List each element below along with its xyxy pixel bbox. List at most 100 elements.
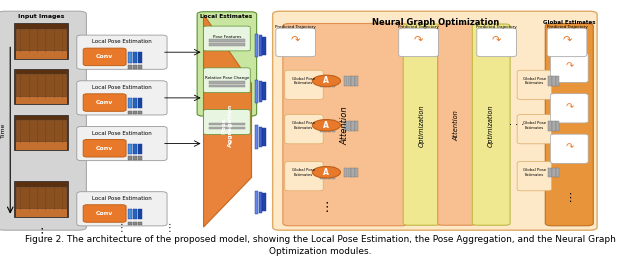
Bar [128, 222, 132, 225]
Bar [344, 121, 347, 130]
Text: Local Pose Estimation: Local Pose Estimation [92, 39, 152, 44]
Bar [262, 193, 266, 211]
Bar [133, 222, 137, 225]
Bar [351, 168, 355, 177]
Bar [348, 121, 351, 130]
Bar [556, 168, 559, 177]
FancyBboxPatch shape [77, 127, 167, 161]
Bar [556, 121, 559, 130]
Text: ↷: ↷ [563, 35, 572, 45]
Bar [209, 123, 245, 125]
Bar [133, 144, 137, 154]
FancyBboxPatch shape [204, 110, 250, 134]
Bar [324, 76, 327, 87]
Bar [14, 115, 68, 150]
Bar [259, 35, 262, 56]
Bar [332, 76, 335, 87]
Bar [344, 168, 347, 177]
Bar [324, 120, 327, 132]
Bar [262, 128, 266, 146]
Bar [128, 209, 132, 219]
Text: Local Pose Estimation: Local Pose Estimation [92, 196, 152, 201]
FancyBboxPatch shape [77, 35, 167, 69]
Bar [324, 167, 327, 179]
Text: Global Pose
Estimates: Global Pose Estimates [523, 77, 546, 85]
Bar [16, 74, 67, 97]
Text: Attention: Attention [340, 106, 349, 145]
FancyBboxPatch shape [438, 24, 476, 225]
Bar [259, 81, 262, 102]
Bar [209, 39, 245, 42]
Bar [16, 97, 67, 104]
Bar [138, 222, 142, 225]
FancyBboxPatch shape [550, 53, 588, 82]
FancyBboxPatch shape [285, 115, 323, 144]
Circle shape [312, 75, 340, 87]
Bar [552, 168, 556, 177]
Text: Global Pose
Estimates: Global Pose Estimates [523, 168, 546, 176]
Bar [355, 168, 358, 177]
Bar [255, 125, 258, 149]
Bar [328, 120, 331, 132]
Bar [209, 127, 245, 129]
Text: ⋮: ⋮ [116, 223, 127, 233]
Bar [332, 167, 335, 179]
Text: Predicted Trajectory: Predicted Trajectory [547, 25, 588, 29]
Text: Predicted Trajectory: Predicted Trajectory [476, 25, 517, 29]
FancyBboxPatch shape [83, 94, 126, 111]
Text: Optimization: Optimization [488, 104, 494, 147]
Text: Local Pose Estimation: Local Pose Estimation [92, 131, 152, 136]
Bar [328, 167, 331, 179]
FancyBboxPatch shape [83, 205, 126, 222]
Text: ⋮: ⋮ [320, 201, 333, 214]
Bar [259, 192, 262, 213]
Polygon shape [204, 14, 252, 227]
Text: Global Pose
Estimates: Global Pose Estimates [292, 121, 315, 129]
Bar [128, 144, 132, 154]
Bar [351, 121, 355, 130]
Bar [320, 167, 323, 179]
Text: Input Images: Input Images [19, 14, 65, 20]
FancyBboxPatch shape [204, 26, 250, 51]
FancyBboxPatch shape [83, 48, 126, 66]
FancyBboxPatch shape [77, 192, 167, 226]
FancyBboxPatch shape [550, 134, 588, 163]
Bar [556, 76, 559, 86]
Bar [138, 209, 142, 219]
Text: Predicted Trajectory: Predicted Trajectory [275, 25, 316, 29]
Text: ↷: ↷ [565, 62, 573, 72]
Bar [259, 127, 262, 147]
FancyBboxPatch shape [403, 24, 441, 225]
Text: ↷: ↷ [565, 102, 573, 112]
Text: Global Pose
Estimates: Global Pose Estimates [523, 121, 546, 129]
FancyBboxPatch shape [399, 28, 438, 57]
Text: Conv: Conv [96, 54, 113, 60]
Bar [133, 52, 137, 63]
Bar [133, 65, 137, 69]
FancyBboxPatch shape [283, 23, 408, 226]
Bar [262, 82, 266, 100]
Bar [320, 120, 323, 132]
Bar [128, 156, 132, 160]
FancyBboxPatch shape [517, 70, 552, 99]
FancyBboxPatch shape [472, 24, 510, 225]
Text: Predicted Trajectory: Predicted Trajectory [398, 25, 439, 29]
Bar [138, 65, 142, 69]
FancyBboxPatch shape [545, 23, 593, 226]
Text: ↷: ↷ [492, 35, 501, 45]
Bar [548, 168, 552, 177]
Bar [138, 52, 142, 63]
Bar [138, 98, 142, 109]
Text: Conv: Conv [96, 100, 113, 105]
Text: ⋮: ⋮ [164, 223, 175, 233]
Bar [320, 76, 323, 87]
Bar [128, 65, 132, 69]
Bar [209, 81, 245, 84]
Bar [128, 98, 132, 109]
Text: Time: Time [1, 123, 6, 138]
Text: ↷: ↷ [565, 143, 573, 152]
FancyBboxPatch shape [285, 162, 323, 191]
Circle shape [312, 167, 340, 178]
Text: Optimization: Optimization [419, 104, 425, 147]
Bar [348, 168, 351, 177]
